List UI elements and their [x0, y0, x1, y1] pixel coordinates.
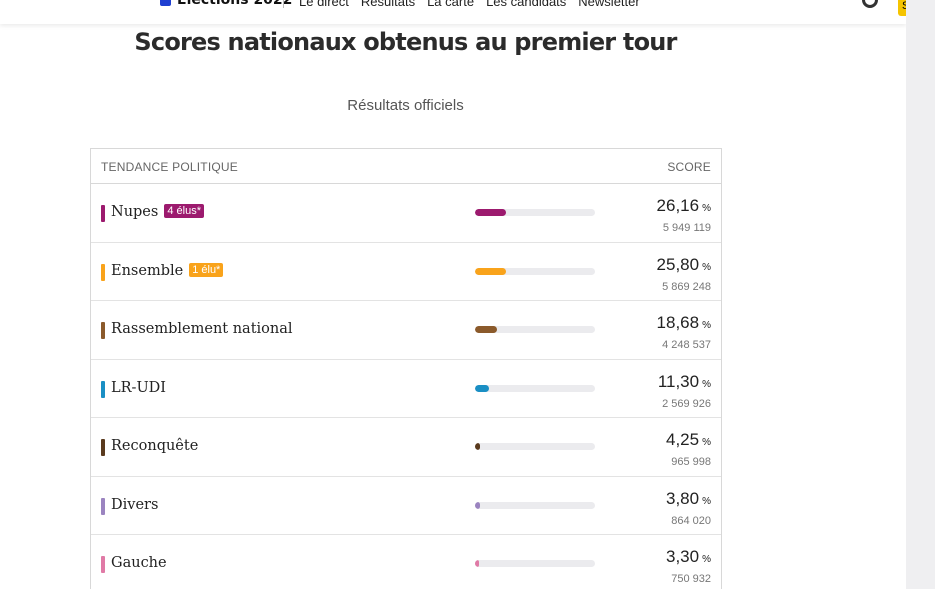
score-progress-bar	[475, 326, 595, 333]
vote-count: 2 569 926	[662, 397, 711, 410]
score-unit: %	[702, 203, 711, 214]
score-progress-fill	[475, 209, 507, 216]
score-percentage: 25,80%	[657, 255, 711, 275]
party-label: Rassemblement national	[111, 321, 293, 337]
score-percentage: 11,30%	[658, 372, 711, 392]
score-progress-bar	[475, 501, 595, 509]
score-progress-fill	[475, 267, 506, 275]
party-color-marker	[101, 322, 105, 339]
score-unit: %	[702, 554, 711, 565]
score-value: 25,80	[656, 254, 700, 274]
page-title: Scores nationaux obtenus au premier tour	[134, 28, 677, 56]
score-unit: %	[702, 378, 711, 390]
score-progress-bar	[475, 560, 595, 567]
nav-link-resultats[interactable]: Résultats	[360, 0, 416, 9]
results-table: TENDANCE POLITIQUE SCORE Nupes 4 élus* 26,…	[90, 148, 722, 589]
score-unit: %	[702, 261, 711, 273]
party-name: Ensemble 1 élu*	[111, 262, 224, 279]
table-row[interactable]: Divers 3,80% 864 020	[91, 477, 721, 535]
party-label: Divers	[111, 496, 159, 513]
table-row[interactable]: Nupes 4 élus* 26,16% 5 949 119	[91, 184, 721, 243]
party-label: Gauche	[111, 555, 167, 571]
party-name: Divers	[111, 497, 158, 513]
score-value: 11,30	[657, 371, 700, 391]
party-name: Reconquête	[111, 438, 198, 454]
table-row[interactable]: Ensemble 1 élu* 25,80% 5 869 248	[91, 243, 721, 301]
score-percentage: 18,68%	[657, 313, 711, 333]
party-label: LR-UDI	[111, 379, 167, 396]
party-name: Nupes 4 élus*	[111, 204, 204, 220]
nav-divider	[283, 0, 284, 8]
nav-link-newsletter[interactable]: Newsletter	[578, 0, 640, 9]
table-row[interactable]: LR-UDI 11,30% 2 569 926	[91, 360, 721, 418]
brand-title: Élections 2022	[177, 0, 293, 8]
score-percentage: 4,25%	[666, 430, 711, 450]
party-color-marker	[101, 205, 105, 222]
score-percentage: 26,16%	[657, 196, 711, 216]
party-name: Gauche	[111, 555, 167, 571]
score-progress-fill	[475, 443, 481, 450]
table-row[interactable]: Reconquête 4,25% 965 998	[91, 418, 721, 477]
score-progress-bar	[475, 443, 595, 450]
score-progress-bar	[475, 384, 595, 392]
column-header-party: TENDANCE POLITIQUE	[101, 160, 238, 174]
vote-count: 4 248 537	[662, 339, 711, 351]
score-value: 18,68	[656, 313, 700, 332]
scrollbar-gutter[interactable]	[906, 0, 935, 589]
brand[interactable]: Élections 2022	[160, 0, 292, 8]
score-unit: %	[702, 437, 711, 448]
party-color-marker	[101, 380, 105, 398]
user-account-icon[interactable]	[862, 0, 878, 8]
score-percentage: 3,80%	[666, 489, 711, 509]
column-header-score: SCORE	[667, 160, 711, 174]
party-color-marker	[101, 556, 105, 573]
vote-count: 5 869 248	[662, 280, 711, 293]
score-progress-fill	[475, 326, 498, 333]
table-row[interactable]: Rassemblement national 18,68% 4 248 537	[91, 301, 721, 360]
score-value: 3,80	[666, 488, 700, 508]
top-navigation: Élections 2022 Le direct Résultats La ca…	[0, 0, 910, 24]
vote-count: 864 020	[671, 514, 711, 527]
party-color-marker	[101, 439, 105, 456]
score-value: 4,25	[666, 430, 700, 449]
brand-logo-icon	[160, 0, 171, 6]
vote-count: 5 949 119	[662, 222, 711, 234]
score-unit: %	[702, 320, 711, 331]
party-color-marker	[101, 497, 105, 515]
table-header: TENDANCE POLITIQUE SCORE	[91, 149, 721, 184]
nav-link-direct[interactable]: Le direct	[299, 0, 349, 9]
vote-count: 750 932	[671, 573, 711, 585]
score-percentage: 3,30%	[666, 547, 711, 567]
score-progress-bar	[475, 267, 595, 275]
score-progress-fill	[475, 501, 480, 509]
elected-badge: 1 élu*	[189, 262, 224, 277]
table-body: Nupes 4 élus* 26,16% 5 949 119 Ensemble 1 élu…	[91, 184, 721, 589]
score-value: 3,30	[666, 547, 700, 566]
nav-links: Le direct Résultats La carte Les candida…	[299, 0, 640, 9]
score-progress-bar	[475, 209, 595, 216]
party-label: Nupes	[111, 204, 159, 220]
party-name: Rassemblement national	[111, 321, 293, 337]
nav-link-candidats[interactable]: Les candidats	[486, 0, 567, 9]
score-progress-fill	[475, 560, 479, 567]
table-row[interactable]: Gauche 3,30% 750 932	[91, 535, 721, 589]
score-progress-fill	[475, 384, 489, 392]
party-color-marker	[101, 263, 105, 281]
elected-badge: 4 élus*	[164, 204, 204, 218]
vote-count: 965 998	[671, 456, 711, 468]
party-name: LR-UDI	[111, 380, 166, 396]
page-subtitle: Résultats officiels	[347, 97, 464, 114]
nav-link-carte[interactable]: La carte	[427, 0, 475, 9]
score-unit: %	[702, 495, 711, 507]
party-label: Reconquête	[111, 438, 199, 454]
score-value: 26,16	[656, 196, 700, 215]
party-label: Ensemble	[111, 262, 184, 279]
